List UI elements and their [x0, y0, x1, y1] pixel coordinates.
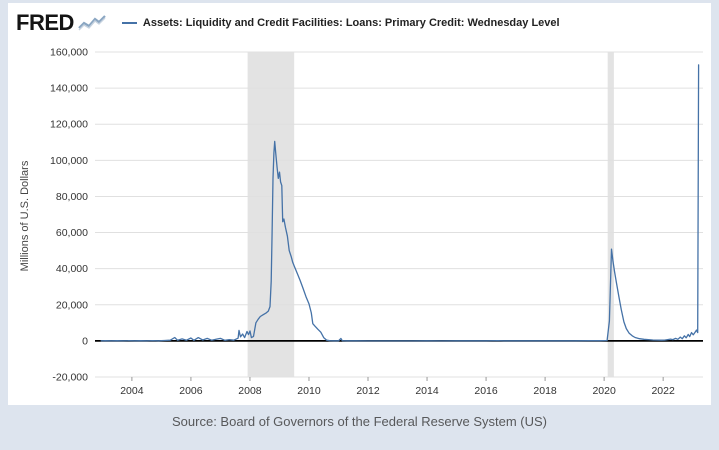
y-tick-label: 80,000 [56, 191, 88, 203]
x-tick-label: 2022 [651, 385, 675, 397]
chart-legend: Assets: Liquidity and Credit Facilities:… [121, 17, 560, 29]
y-tick-label: 0 [82, 335, 88, 347]
x-tick-label: 2020 [592, 385, 616, 397]
y-tick-label: 160,000 [50, 47, 88, 59]
x-tick-label: 2012 [356, 385, 380, 397]
x-tick-label: 2006 [179, 385, 203, 397]
y-tick-label: 140,000 [50, 83, 88, 95]
y-axis-title: Millions of U.S. Dollars [19, 160, 31, 271]
fred-logo[interactable]: FRED [16, 10, 106, 36]
y-tick-label: 20,000 [56, 299, 88, 311]
legend-series-label: Assets: Liquidity and Credit Facilities:… [142, 17, 560, 29]
fred-logo-sparkline-icon [78, 14, 106, 30]
y-tick-label: -20,000 [52, 372, 88, 384]
recession-band [607, 52, 614, 377]
x-tick-label: 2016 [474, 385, 498, 397]
x-tick-label: 2018 [533, 385, 557, 397]
source-attribution: Source: Board of Governors of the Federa… [172, 414, 547, 429]
fred-logo-text: FRED [16, 10, 74, 35]
y-tick-label: 100,000 [50, 155, 88, 167]
fred-chart-card: FRED Assets: Liquidity and Credit Facili… [8, 3, 711, 405]
x-tick-label: 2014 [415, 385, 439, 397]
chart-header: FRED Assets: Liquidity and Credit Facili… [8, 3, 711, 39]
legend-line-swatch [121, 22, 137, 24]
y-tick-label: 120,000 [50, 119, 88, 131]
y-tick-label: 60,000 [56, 227, 88, 239]
x-tick-label: 2004 [120, 385, 144, 397]
x-tick-label: 2008 [238, 385, 262, 397]
x-tick-label: 2010 [297, 385, 321, 397]
data-series-line[interactable] [100, 64, 700, 342]
y-tick-label: 40,000 [56, 263, 88, 275]
chart-svg[interactable]: Millions of U.S. Dollars -20,000 0 20,000 4… [8, 39, 711, 401]
